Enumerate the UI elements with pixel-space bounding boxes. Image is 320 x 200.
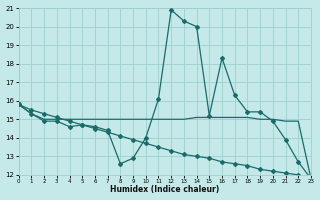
X-axis label: Humidex (Indice chaleur): Humidex (Indice chaleur) (110, 185, 220, 194)
